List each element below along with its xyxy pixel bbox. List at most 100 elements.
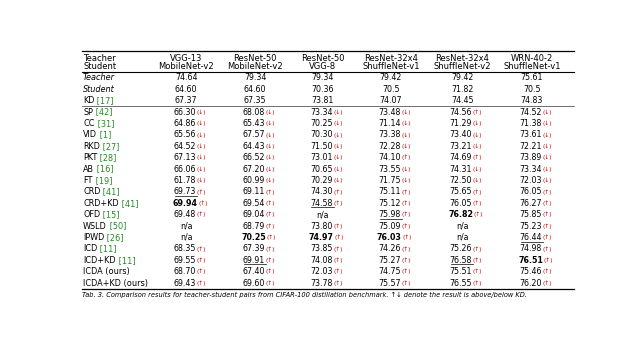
Text: (↑): (↑) bbox=[542, 246, 552, 252]
Text: (↓): (↓) bbox=[401, 166, 411, 172]
Text: 73.85: 73.85 bbox=[310, 244, 332, 253]
Text: 67.20: 67.20 bbox=[243, 165, 265, 174]
Text: 76.58: 76.58 bbox=[449, 256, 472, 265]
Text: 71.29: 71.29 bbox=[449, 119, 472, 128]
Text: (↓): (↓) bbox=[542, 155, 552, 160]
Text: 73.55: 73.55 bbox=[378, 165, 401, 174]
Text: 69.54: 69.54 bbox=[243, 199, 265, 208]
Text: 75.26: 75.26 bbox=[449, 244, 472, 253]
Text: (↑): (↑) bbox=[196, 212, 206, 217]
Text: 69.73: 69.73 bbox=[173, 187, 196, 196]
Text: (↑): (↑) bbox=[266, 223, 275, 229]
Text: WSLD: WSLD bbox=[83, 221, 107, 230]
Text: (↓): (↓) bbox=[401, 178, 411, 183]
Text: 71.75: 71.75 bbox=[378, 176, 401, 185]
Text: 75.57: 75.57 bbox=[378, 278, 401, 287]
Text: (↓): (↓) bbox=[473, 132, 483, 138]
Text: [27]: [27] bbox=[100, 142, 119, 151]
Text: (↑): (↑) bbox=[474, 212, 483, 217]
Text: (↓): (↓) bbox=[543, 178, 552, 183]
Text: 73.40: 73.40 bbox=[449, 130, 472, 139]
Text: (↑): (↑) bbox=[333, 189, 343, 195]
Text: 69.55: 69.55 bbox=[173, 256, 196, 265]
Text: (↓): (↓) bbox=[473, 144, 483, 149]
Text: (↓): (↓) bbox=[333, 155, 343, 160]
Text: [28]: [28] bbox=[97, 153, 117, 162]
Text: (↑): (↑) bbox=[544, 257, 553, 263]
Text: Teacher: Teacher bbox=[83, 54, 116, 63]
Text: 68.70: 68.70 bbox=[173, 267, 196, 276]
Text: 70.30: 70.30 bbox=[310, 130, 332, 139]
Text: 69.94: 69.94 bbox=[172, 199, 197, 208]
Text: 74.26: 74.26 bbox=[378, 244, 401, 253]
Text: 70.5: 70.5 bbox=[523, 85, 541, 94]
Text: (↑): (↑) bbox=[333, 269, 343, 274]
Text: 65.56: 65.56 bbox=[173, 130, 196, 139]
Text: 64.43: 64.43 bbox=[243, 142, 265, 151]
Text: (↑): (↑) bbox=[401, 189, 411, 195]
Text: Tab. 3. Comparison results for teacher-student pairs from CIFAR-100 distillation: Tab. 3. Comparison results for teacher-s… bbox=[83, 292, 527, 298]
Text: (↓): (↓) bbox=[266, 132, 275, 138]
Text: [42]: [42] bbox=[93, 108, 113, 117]
Text: 69.11: 69.11 bbox=[243, 187, 265, 196]
Text: (↑): (↑) bbox=[196, 280, 206, 286]
Text: 69.04: 69.04 bbox=[243, 210, 265, 219]
Text: (↑): (↑) bbox=[333, 223, 342, 229]
Text: (↓): (↓) bbox=[333, 178, 342, 183]
Text: (↑): (↑) bbox=[543, 223, 552, 229]
Text: [26]: [26] bbox=[104, 233, 124, 242]
Text: 69.43: 69.43 bbox=[173, 278, 196, 287]
Text: n/a: n/a bbox=[180, 221, 193, 230]
Text: (↓): (↓) bbox=[401, 144, 411, 149]
Text: ShuffleNet-v1: ShuffleNet-v1 bbox=[362, 61, 420, 70]
Text: (↓): (↓) bbox=[266, 166, 275, 172]
Text: 72.21: 72.21 bbox=[519, 142, 541, 151]
Text: ShuffleNet-v2: ShuffleNet-v2 bbox=[433, 61, 491, 70]
Text: 69.48: 69.48 bbox=[173, 210, 196, 219]
Text: 75.46: 75.46 bbox=[519, 267, 541, 276]
Text: CRD+KD: CRD+KD bbox=[83, 199, 119, 208]
Text: 72.03: 72.03 bbox=[519, 176, 541, 185]
Text: (↑): (↑) bbox=[473, 109, 483, 115]
Text: 67.35: 67.35 bbox=[244, 96, 266, 105]
Text: 76.82: 76.82 bbox=[448, 210, 473, 219]
Text: 64.52: 64.52 bbox=[173, 142, 196, 151]
Text: 67.39: 67.39 bbox=[243, 244, 265, 253]
Text: (↓): (↓) bbox=[401, 132, 411, 138]
Text: 68.79: 68.79 bbox=[243, 221, 265, 230]
Text: (↑): (↑) bbox=[543, 200, 552, 206]
Text: (↓): (↓) bbox=[266, 144, 275, 149]
Text: (↓): (↓) bbox=[197, 144, 206, 149]
Text: [19]: [19] bbox=[93, 176, 112, 185]
Text: 73.61: 73.61 bbox=[519, 130, 541, 139]
Text: 74.83: 74.83 bbox=[520, 96, 543, 105]
Text: 75.12: 75.12 bbox=[378, 199, 401, 208]
Text: ICDA+KD (ours): ICDA+KD (ours) bbox=[83, 278, 148, 287]
Text: [41]: [41] bbox=[119, 199, 138, 208]
Text: (↓): (↓) bbox=[401, 109, 411, 115]
Text: (↑): (↑) bbox=[333, 280, 342, 286]
Text: (↑): (↑) bbox=[401, 155, 411, 160]
Text: 76.05: 76.05 bbox=[449, 199, 472, 208]
Text: [11]: [11] bbox=[116, 256, 135, 265]
Text: 73.48: 73.48 bbox=[378, 108, 401, 117]
Text: [1]: [1] bbox=[97, 130, 111, 139]
Text: (↓): (↓) bbox=[266, 178, 275, 183]
Text: (↑): (↑) bbox=[401, 269, 411, 274]
Text: ICD+KD: ICD+KD bbox=[83, 256, 116, 265]
Text: 74.30: 74.30 bbox=[310, 187, 332, 196]
Text: (↓): (↓) bbox=[543, 121, 552, 126]
Text: (↑): (↑) bbox=[543, 189, 552, 195]
Text: (↓): (↓) bbox=[333, 121, 343, 126]
Text: 61.78: 61.78 bbox=[173, 176, 196, 185]
Text: 79.34: 79.34 bbox=[312, 73, 334, 82]
Text: 67.13: 67.13 bbox=[173, 153, 196, 162]
Text: (↑): (↑) bbox=[473, 155, 482, 160]
Text: (↓): (↓) bbox=[543, 144, 552, 149]
Text: 75.98: 75.98 bbox=[378, 210, 401, 219]
Text: (↓): (↓) bbox=[473, 121, 482, 126]
Text: MobileNet-v2: MobileNet-v2 bbox=[227, 61, 283, 70]
Text: (↓): (↓) bbox=[197, 109, 206, 115]
Text: (↑): (↑) bbox=[473, 257, 482, 263]
Text: (↑): (↑) bbox=[196, 189, 206, 195]
